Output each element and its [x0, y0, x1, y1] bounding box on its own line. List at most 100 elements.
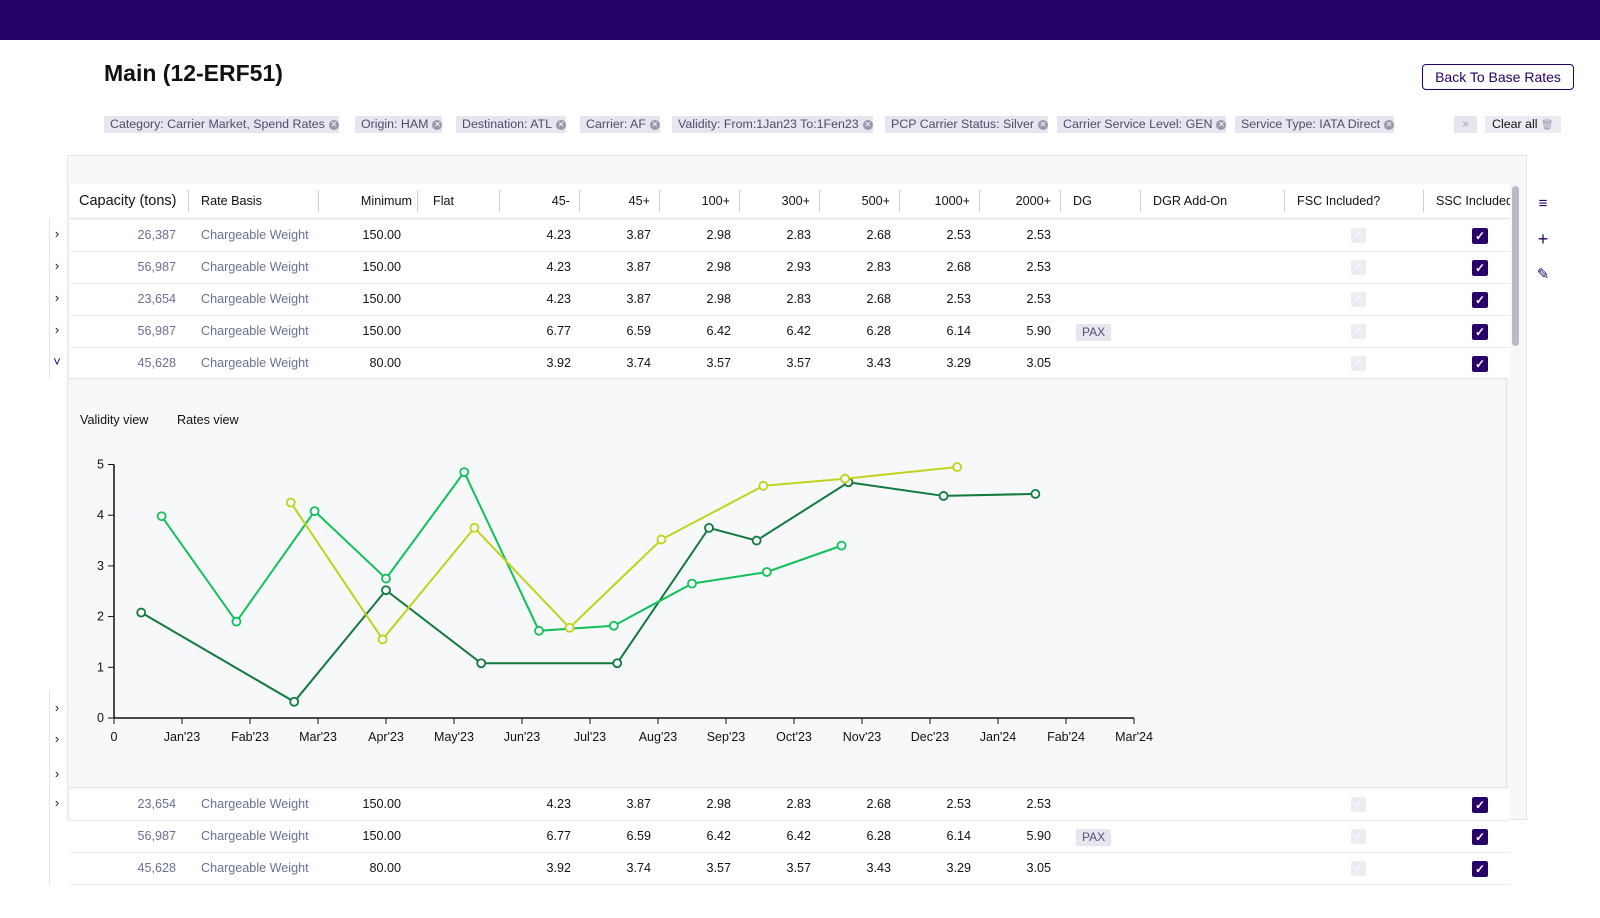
- col-dgr-add-on[interactable]: DGR Add-On: [1153, 194, 1228, 208]
- col-100-plus[interactable]: 100+: [701, 194, 730, 208]
- rate-basis-cell: Chargeable Weight: [201, 861, 309, 875]
- close-icon[interactable]: ✕: [432, 120, 443, 130]
- col-45-plus[interactable]: 45+: [628, 194, 650, 208]
- filter-chip-carrier[interactable]: Carrier: AF ✕: [580, 116, 660, 133]
- rate-basis-cell: Chargeable Weight: [201, 228, 309, 242]
- pencil-icon[interactable]: ✎: [1536, 266, 1550, 283]
- rate-cell: 2.98: [706, 228, 731, 242]
- rate-cell: 5.90: [1026, 829, 1051, 843]
- tab-validity-view[interactable]: Validity view: [80, 413, 149, 427]
- chevron-right-icon[interactable]: ›: [54, 290, 60, 305]
- back-to-base-rates-button[interactable]: Back To Base Rates: [1422, 64, 1574, 90]
- table-row[interactable]: 56,987 Chargeable Weight 150.00 4.23 3.87 2.9…: [70, 252, 1510, 284]
- trash-icon: 🗑: [1540, 120, 1554, 131]
- col-dg[interactable]: DG: [1073, 194, 1092, 208]
- col-1000-plus[interactable]: 1000+: [934, 194, 970, 208]
- table-tools-panel: [1526, 155, 1561, 820]
- clear-all-button[interactable]: Clear all 🗑: [1485, 116, 1561, 133]
- col-minimum[interactable]: Minimum: [360, 194, 412, 208]
- filter-chip-origin[interactable]: Origin: HAM ✕: [355, 116, 443, 133]
- rate-cell: 6.28: [866, 324, 891, 338]
- col-fsc-included[interactable]: FSC Included?: [1297, 194, 1381, 208]
- close-icon[interactable]: ✕: [862, 120, 873, 130]
- col-ssc-included[interactable]: SSC Included?: [1436, 194, 1510, 208]
- chevron-right-icon[interactable]: ›: [54, 766, 60, 781]
- filter-chip-category[interactable]: Category: Carrier Market, Spend Rates ✕: [104, 116, 339, 133]
- filter-chip-label: Carrier Service Level: GEN: [1063, 117, 1213, 131]
- ssc-checkbox[interactable]: ✓: [1472, 324, 1488, 340]
- chevron-right-icon[interactable]: ›: [54, 795, 60, 810]
- table-row[interactable]: 56,987 Chargeable Weight 150.00 6.77 6.59 6.4…: [70, 821, 1510, 853]
- chevron-right-icon[interactable]: ›: [54, 731, 60, 746]
- ssc-checkbox[interactable]: ✓: [1472, 260, 1488, 276]
- table-row[interactable]: 26,387 Chargeable Weight 150.00 4.23 3.87 2.9…: [70, 220, 1510, 252]
- table-row[interactable]: 23,654 Chargeable Weight 150.00 4.23 3.87 2.9…: [70, 284, 1510, 316]
- page-title: Main (12-ERF51): [104, 60, 283, 86]
- chevron-right-icon[interactable]: ›: [54, 700, 60, 715]
- rate-cell: 6.28: [866, 829, 891, 843]
- rate-cell: 3.87: [626, 260, 651, 274]
- close-icon[interactable]: ✕: [1384, 120, 1395, 130]
- rate-cell: 2.68: [866, 797, 891, 811]
- rate-cell: 2.68: [946, 260, 971, 274]
- rate-cell: 3.87: [626, 292, 651, 306]
- col-500-plus[interactable]: 500+: [861, 194, 890, 208]
- col-45-minus[interactable]: 45-: [551, 194, 570, 208]
- chevron-right-icon[interactable]: ›: [54, 322, 60, 337]
- close-icon[interactable]: ✕: [1216, 120, 1227, 130]
- rate-cell: 3.57: [706, 356, 731, 370]
- filter-chip-validity[interactable]: Validity: From:1Jan23 To:1Fen23 ✕: [672, 116, 873, 133]
- dg-badge: PAX: [1076, 324, 1112, 341]
- minimum-cell: 150.00: [362, 292, 401, 306]
- tab-rates-view[interactable]: Rates view: [177, 413, 239, 427]
- rate-basis-cell: Chargeable Weight: [201, 356, 309, 370]
- ssc-checkbox[interactable]: ✓: [1472, 829, 1488, 845]
- table-row[interactable]: 45,628 Chargeable Weight 80.00 3.92 3.74 3.57…: [70, 853, 1510, 885]
- filter-chip-service-type[interactable]: Service Type: IATA Direct ✕: [1235, 116, 1395, 133]
- col-300-plus[interactable]: 300+: [781, 194, 810, 208]
- fsc-checkbox: ✓: [1351, 356, 1366, 371]
- col-flat[interactable]: Flat: [433, 194, 454, 208]
- rate-cell: 2.98: [706, 292, 731, 306]
- filter-chip-destination[interactable]: Destination: ATL ✕: [456, 116, 566, 133]
- close-icon[interactable]: ✕: [556, 120, 566, 130]
- rate-basis-cell: Chargeable Weight: [201, 797, 309, 811]
- chevron-right-icon[interactable]: ›: [54, 226, 60, 241]
- ssc-checkbox[interactable]: ✓: [1472, 797, 1488, 813]
- vertical-scrollbar[interactable]: [1512, 186, 1519, 346]
- rate-cell: 3.87: [626, 797, 651, 811]
- column-divider: [899, 190, 900, 212]
- rate-cell: 2.68: [866, 292, 891, 306]
- table-row[interactable]: 23,654 Chargeable Weight 150.00 4.23 3.87 2.9…: [70, 789, 1510, 821]
- ssc-checkbox[interactable]: ✓: [1472, 861, 1488, 877]
- filter-chip-pcp-carrier-status[interactable]: PCP Carrier Status: Silver ✕: [885, 116, 1048, 133]
- rate-cell: 2.83: [786, 228, 811, 242]
- col-rate-basis[interactable]: Rate Basis: [201, 194, 262, 208]
- close-icon[interactable]: ✕: [1038, 120, 1048, 130]
- rate-cell: 2.53: [1026, 228, 1051, 242]
- rate-cell: 6.42: [706, 324, 731, 338]
- rate-cell: 2.83: [786, 797, 811, 811]
- ssc-checkbox[interactable]: ✓: [1472, 356, 1488, 372]
- filter-icon[interactable]: ≡: [1538, 195, 1548, 212]
- table-row[interactable]: 56,987 Chargeable Weight 150.00 6.77 6.59 6.4…: [70, 316, 1510, 348]
- col-2000-plus[interactable]: 2000+: [1015, 194, 1051, 208]
- filter-chip-carrier-service-level[interactable]: Carrier Service Level: GEN ✕: [1057, 116, 1227, 133]
- rate-cell: 6.77: [546, 324, 571, 338]
- rate-cell: 2.98: [706, 797, 731, 811]
- close-icon[interactable]: ✕: [328, 120, 339, 130]
- close-icon[interactable]: ✕: [649, 120, 660, 130]
- chevron-right-icon[interactable]: ›: [54, 258, 60, 273]
- ssc-checkbox[interactable]: ✓: [1472, 292, 1488, 308]
- capacity-cell: 26,387: [137, 228, 176, 242]
- ssc-checkbox[interactable]: ✓: [1472, 228, 1488, 244]
- fsc-checkbox: ✓: [1351, 829, 1366, 844]
- chevron-down-icon[interactable]: ˅: [53, 354, 61, 369]
- table-row[interactable]: 45,628 Chargeable Weight 80.00 3.92 3.74 3.57…: [70, 348, 1510, 380]
- rate-cell: 2.53: [1026, 292, 1051, 306]
- capacity-cell: 23,654: [137, 797, 176, 811]
- plus-icon[interactable]: +: [1537, 229, 1549, 249]
- rate-cell: 6.42: [706, 829, 731, 843]
- filter-expand-button[interactable]: »: [1454, 116, 1477, 133]
- col-capacity[interactable]: Capacity (tons): [79, 193, 177, 209]
